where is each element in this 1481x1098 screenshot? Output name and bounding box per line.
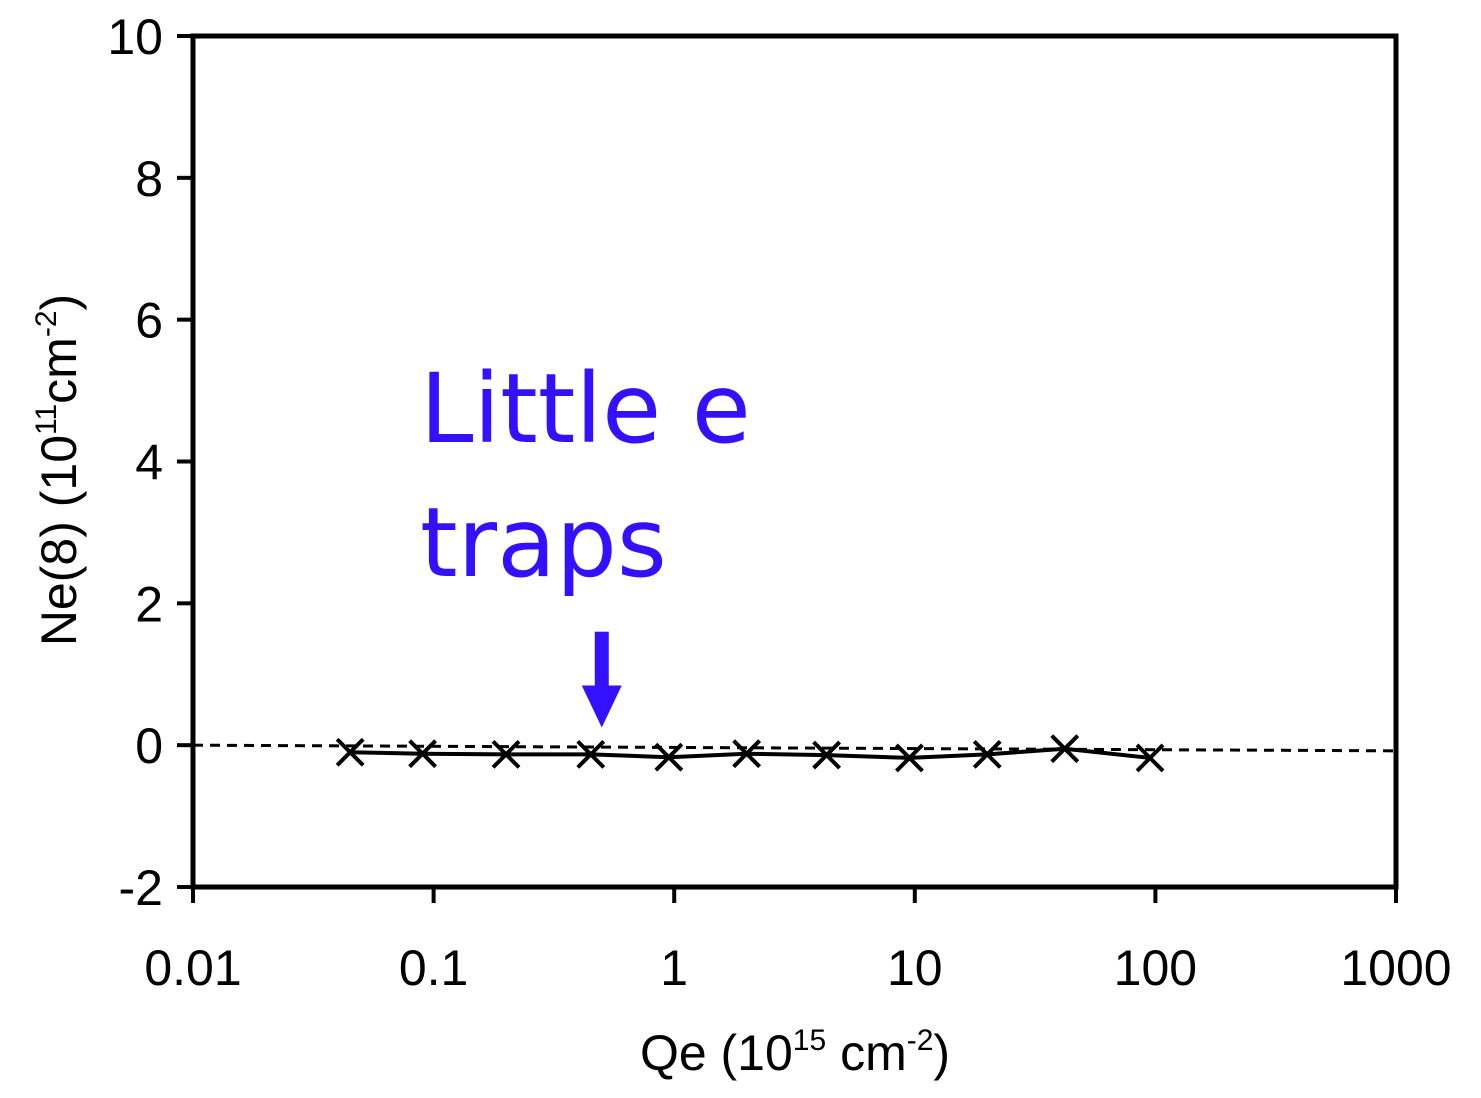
data-point-marker xyxy=(972,739,1002,769)
data-point-marker xyxy=(1135,743,1165,773)
data-point-marker xyxy=(491,739,521,769)
data-point-marker xyxy=(335,737,365,767)
y-axis-title-mid: cm xyxy=(31,337,87,404)
annotation-arrow xyxy=(581,631,622,728)
reference-layer xyxy=(192,743,1397,753)
x-axis-title-end: ) xyxy=(933,1025,950,1081)
y-axis-title-end: ) xyxy=(31,294,87,311)
plot-area-frame xyxy=(190,33,1399,890)
y-axis-title: Ne(8) (1011cm-2) xyxy=(30,294,87,646)
x-tick-label: 1000 xyxy=(1340,940,1451,996)
y-tick-label: 4 xyxy=(135,435,163,491)
y-axis-title-base: Ne(8) (10 xyxy=(31,435,87,646)
x-axis-title-mid: cm xyxy=(826,1025,907,1081)
series-layer xyxy=(335,734,1165,773)
y-tick-label: -2 xyxy=(119,860,163,916)
data-point-marker xyxy=(812,740,842,770)
x-axis-title-base: Qe (10 xyxy=(640,1025,793,1081)
x-tick-label: 1 xyxy=(660,940,688,996)
y-axis-ticks: -2 0 2 4 6 8 10 xyxy=(107,9,193,916)
data-point-marker xyxy=(732,739,762,769)
x-axis-title-exp2: -2 xyxy=(907,1024,934,1057)
x-tick-label: 0.01 xyxy=(144,940,241,996)
x-axis-title: Qe (1015 cm-2) xyxy=(640,1024,950,1081)
annotation: Little e traps xyxy=(420,353,751,728)
y-tick-label: 6 xyxy=(135,293,163,349)
annotation-line-1: Little e xyxy=(420,353,751,465)
x-axis-ticks: 0.01 0.1 1 10 100 1000 xyxy=(144,887,1452,996)
y-tick-label: 0 xyxy=(135,718,163,774)
annotation-line-2: traps xyxy=(420,487,667,599)
y-tick-label: 2 xyxy=(135,576,163,632)
y-tick-label: 8 xyxy=(135,151,163,207)
data-point-marker xyxy=(576,739,606,769)
y-tick-label: 10 xyxy=(107,9,163,65)
x-axis-title-exp: 15 xyxy=(793,1024,826,1057)
x-tick-label: 100 xyxy=(1114,940,1197,996)
y-axis-title-exp2: -2 xyxy=(30,310,63,337)
x-tick-label: 10 xyxy=(887,940,943,996)
data-point-marker xyxy=(654,742,684,772)
x-tick-label: 0.1 xyxy=(399,940,469,996)
data-point-marker xyxy=(1050,734,1080,764)
reference-dashed-line xyxy=(192,743,1397,753)
data-point-marker xyxy=(408,739,438,769)
data-point-marker xyxy=(895,743,924,773)
y-axis-title-exp: 11 xyxy=(30,404,63,435)
